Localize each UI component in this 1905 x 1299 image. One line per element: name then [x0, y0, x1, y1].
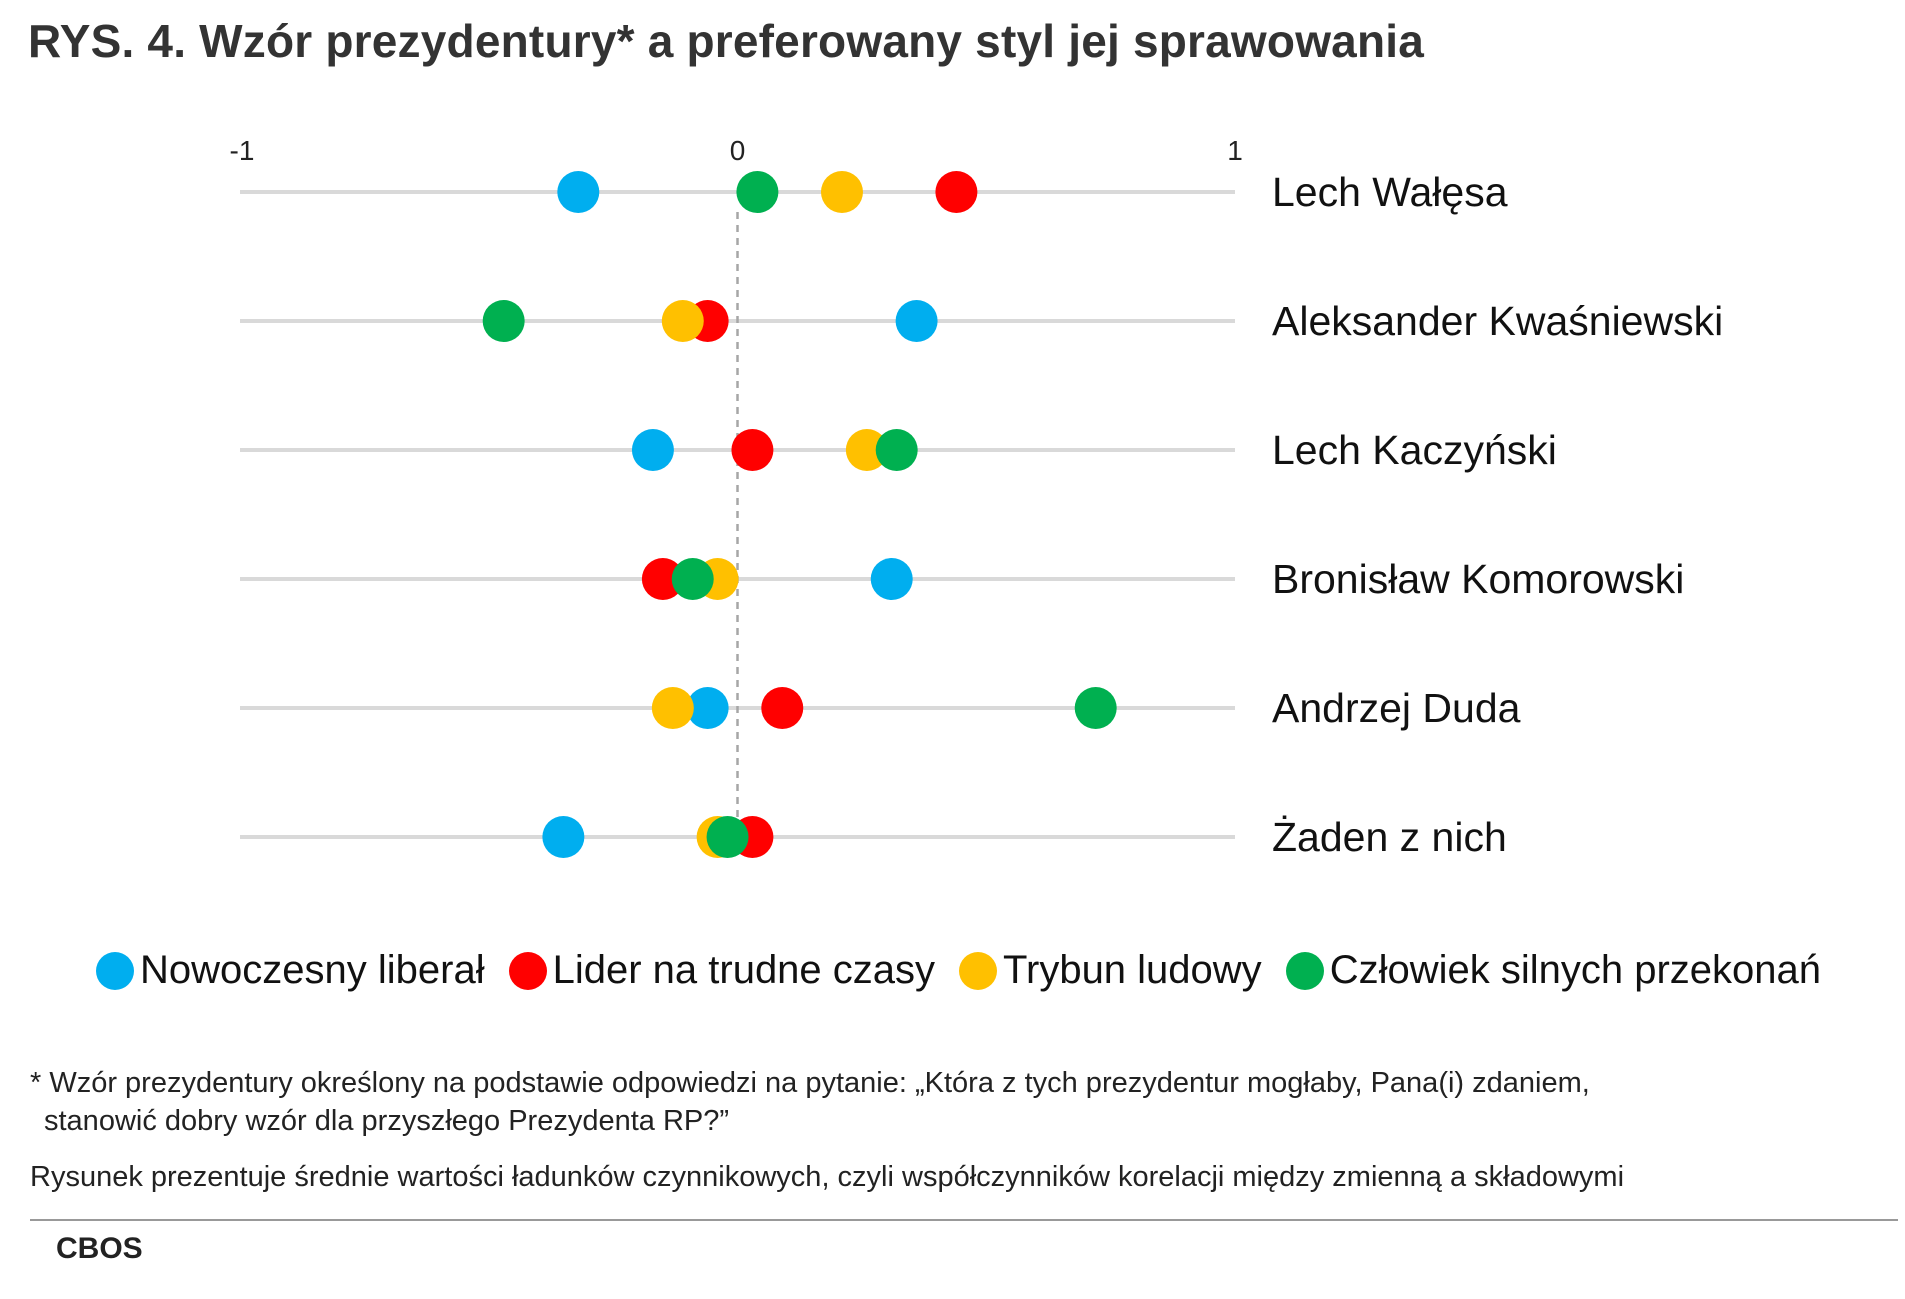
- footnote: * Wzór prezydentury określony na podstaw…: [30, 1064, 1890, 1140]
- data-point: [870, 558, 913, 600]
- footnote-line-1: * Wzór prezydentury określony na podstaw…: [30, 1067, 1590, 1099]
- legend-item: Trybun ludowy: [959, 948, 1262, 993]
- data-point: [557, 171, 600, 213]
- method-note: Rysunek prezentuje średnie wartości ładu…: [30, 1161, 1625, 1193]
- data-point: [482, 300, 525, 342]
- divider: [30, 1219, 1898, 1221]
- legend-marker: [959, 951, 998, 990]
- source-label: CBOS: [56, 1232, 143, 1265]
- data-point: [875, 429, 918, 471]
- dot-plot: -1 0 1 Lech Wałęsa Aleksander Kwaśniewski Lec…: [230, 135, 1724, 860]
- data-point: [761, 687, 804, 729]
- data-point: [641, 558, 684, 600]
- legend-item: Człowiek silnych przekonań: [1285, 948, 1822, 993]
- category-label: Lech Kaczyński: [1272, 427, 1557, 473]
- category-label: Andrzej Duda: [1272, 685, 1521, 731]
- data-point: [731, 429, 774, 471]
- category-label: Aleksander Kwaśniewski: [1272, 298, 1723, 344]
- legend-item: Nowoczesny liberał: [96, 948, 485, 993]
- legend-label: Nowoczesny liberał: [140, 948, 485, 992]
- legend-marker: [96, 951, 134, 990]
- category-label: Bronisław Komorowski: [1272, 556, 1684, 602]
- data-point: [651, 687, 694, 729]
- category-label: Lech Wałęsa: [1272, 169, 1508, 215]
- data-point: [895, 300, 938, 342]
- legend-label: Człowiek silnych przekonań: [1329, 948, 1822, 992]
- footnote-line-2: stanowić dobry wzór dla przyszłego Prezy…: [44, 1105, 730, 1137]
- data-point: [1074, 687, 1117, 729]
- data-point: [736, 171, 779, 213]
- legend-item: Lider na trudne czasy: [508, 948, 936, 993]
- x-tick-label: 1: [1227, 135, 1243, 166]
- category-label: Żaden z nich: [1272, 814, 1507, 860]
- data-point: [631, 429, 674, 471]
- legend-label: Trybun ludowy: [1003, 948, 1262, 992]
- data-point: [935, 171, 978, 213]
- data-point: [845, 429, 888, 471]
- x-tick-label: -1: [230, 135, 255, 166]
- data-point: [706, 816, 749, 858]
- legend-label: Lider na trudne czasy: [552, 948, 936, 992]
- data-point: [820, 171, 863, 213]
- legend-marker: [1285, 951, 1324, 990]
- data-point: [661, 300, 704, 342]
- x-tick-label: 0: [730, 135, 746, 166]
- legend-marker: [508, 951, 547, 990]
- data-point: [542, 816, 585, 858]
- data-point: [686, 687, 729, 729]
- legend: Nowoczesny liberał Lider na trudne czasy T…: [96, 948, 1845, 993]
- data-point: [671, 558, 714, 600]
- chart-title: RYS. 4. Wzór prezydentury* a preferowany…: [28, 15, 1425, 67]
